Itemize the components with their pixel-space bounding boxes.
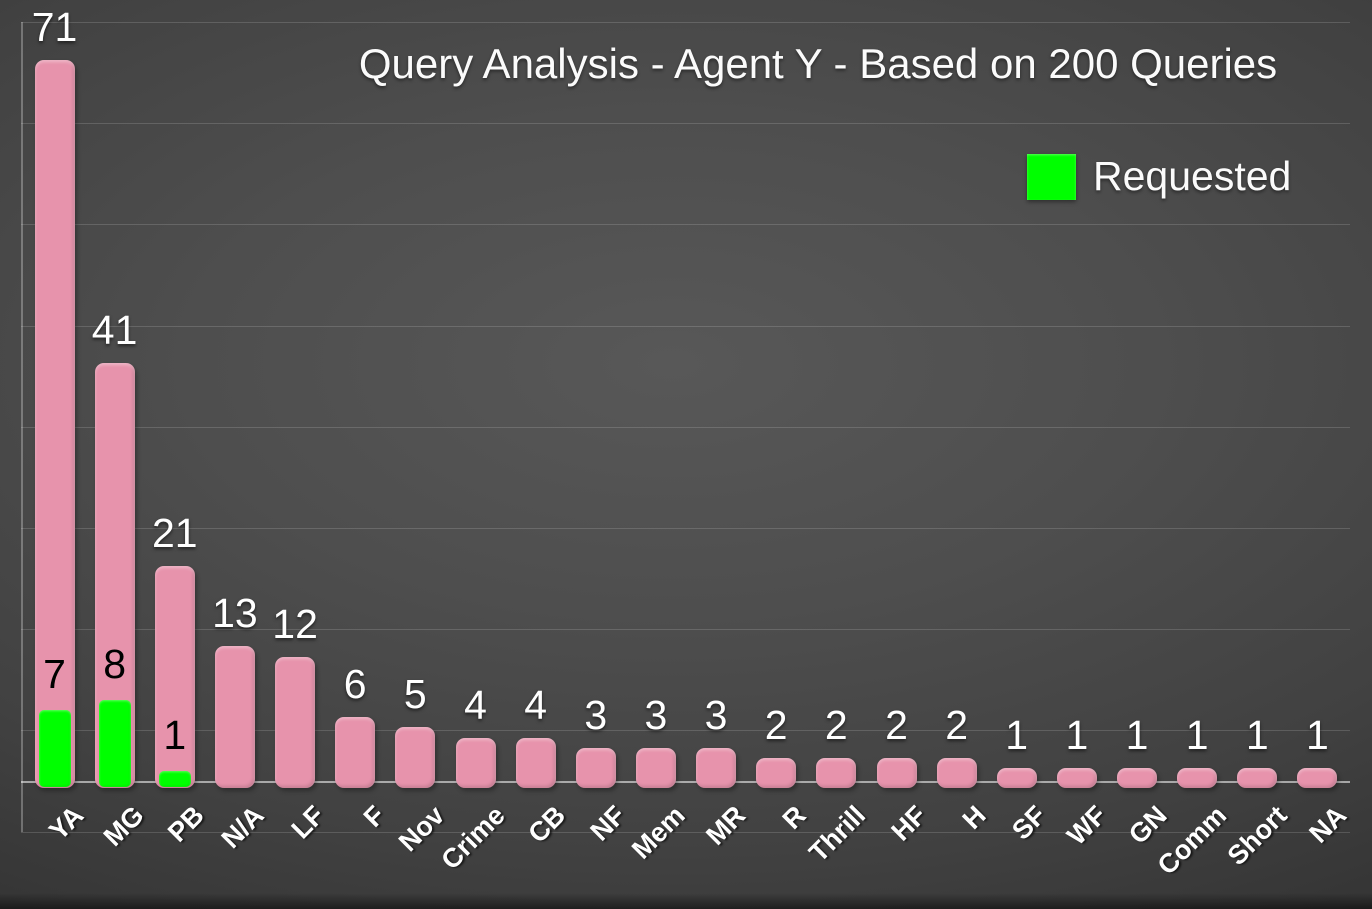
gridline [21, 22, 1350, 23]
bar-Nov [395, 727, 436, 788]
requested-value-label-PB: 1 [163, 711, 187, 758]
bar-WF [1056, 767, 1097, 788]
x-axis-label-CB: CB [522, 800, 571, 849]
gridline [21, 528, 1350, 529]
bar-F [335, 717, 376, 788]
bar-YA [34, 59, 75, 788]
value-label-R: 2 [764, 701, 788, 748]
x-axis-label-PB: PB [162, 800, 211, 848]
requested-value-label-YA: 7 [43, 651, 66, 698]
x-axis-label-Short: Short [1221, 800, 1293, 872]
gridline [21, 224, 1350, 226]
x-axis-label-NF: NF [584, 800, 632, 847]
value-label-LF: 12 [272, 600, 318, 647]
bar-CB [515, 737, 556, 788]
x-axis-label-NA: NA [1303, 800, 1353, 849]
legend-label-requested: Requested [1093, 153, 1292, 199]
bar-NF [575, 747, 616, 788]
x-axis-label-SF: SF [1006, 800, 1052, 846]
value-label-Short: 1 [1245, 711, 1269, 758]
x-axis-label-H: H [956, 800, 992, 836]
value-label-WF: 1 [1065, 711, 1089, 758]
gridline [21, 426, 1350, 428]
x-axis-line [21, 781, 1350, 783]
bar-LF [275, 656, 316, 788]
bar-N/A [214, 646, 255, 788]
x-axis-label-Crime: Crime [435, 800, 511, 876]
bar-HF [876, 757, 917, 788]
value-label-NA: 1 [1305, 711, 1329, 758]
value-label-Crime: 4 [464, 681, 487, 728]
bar-MR [696, 747, 736, 788]
x-axis-label-R: R [776, 800, 812, 836]
bar-PB [154, 565, 195, 788]
value-label-GN: 1 [1125, 711, 1149, 758]
x-axis-label-MG: MG [97, 800, 150, 852]
gridline [21, 730, 1350, 732]
bar-Short [1237, 767, 1278, 788]
bar-Crime [455, 737, 496, 788]
bar-NA [1297, 767, 1338, 788]
x-axis-label-F: F [357, 800, 391, 833]
bar-GN [1117, 767, 1157, 788]
value-label-NF: 3 [584, 691, 608, 738]
value-label-N/A: 13 [212, 590, 258, 637]
value-label-YA: 71 [31, 3, 78, 50]
bar-SF [996, 767, 1037, 788]
bar-Thrill [816, 757, 857, 788]
value-label-CB: 4 [524, 681, 547, 728]
value-label-Nov: 5 [403, 671, 427, 718]
chart-title: Query Analysis - Agent Y - Based on 200 … [358, 40, 1278, 87]
requested-bar-YA [38, 710, 71, 787]
value-label-Mem: 3 [644, 691, 668, 738]
x-axis-label-LF: LF [285, 800, 331, 845]
value-label-SF: 1 [1005, 711, 1029, 758]
x-axis-label-N/A: N/A [216, 800, 271, 855]
y-axis-line [21, 22, 23, 832]
x-axis-label-GN: GN [1122, 800, 1173, 850]
bar-Comm [1177, 767, 1218, 788]
value-label-HF: 2 [885, 701, 908, 748]
legend: Requested [1027, 153, 1291, 200]
x-axis-label-HF: HF [885, 800, 932, 847]
gridline [21, 123, 1350, 125]
bar-H [936, 757, 977, 788]
bar-Mem [635, 747, 676, 788]
bar-R [756, 757, 797, 788]
x-axis-label-Thrill: Thrill [803, 800, 872, 868]
value-label-F: 6 [343, 661, 367, 708]
value-label-Comm: 1 [1185, 711, 1209, 758]
gridline [21, 325, 1350, 327]
requested-bar-MG [98, 700, 131, 787]
gridline [21, 629, 1350, 631]
value-label-Thrill: 2 [824, 701, 848, 748]
value-label-PB: 21 [151, 509, 198, 556]
value-label-H: 2 [945, 701, 968, 748]
x-axis-label-WF: WF [1061, 800, 1113, 851]
gridline [21, 831, 1350, 833]
x-axis-label-MR: MR [700, 800, 752, 851]
value-label-MG: 41 [91, 307, 138, 354]
requested-bar-PB [158, 770, 191, 787]
legend-swatch-requested [1027, 153, 1076, 200]
requested-value-label-MG: 8 [103, 641, 126, 687]
value-label-MR: 3 [704, 691, 728, 738]
x-axis-label-YA: YA [43, 800, 90, 846]
